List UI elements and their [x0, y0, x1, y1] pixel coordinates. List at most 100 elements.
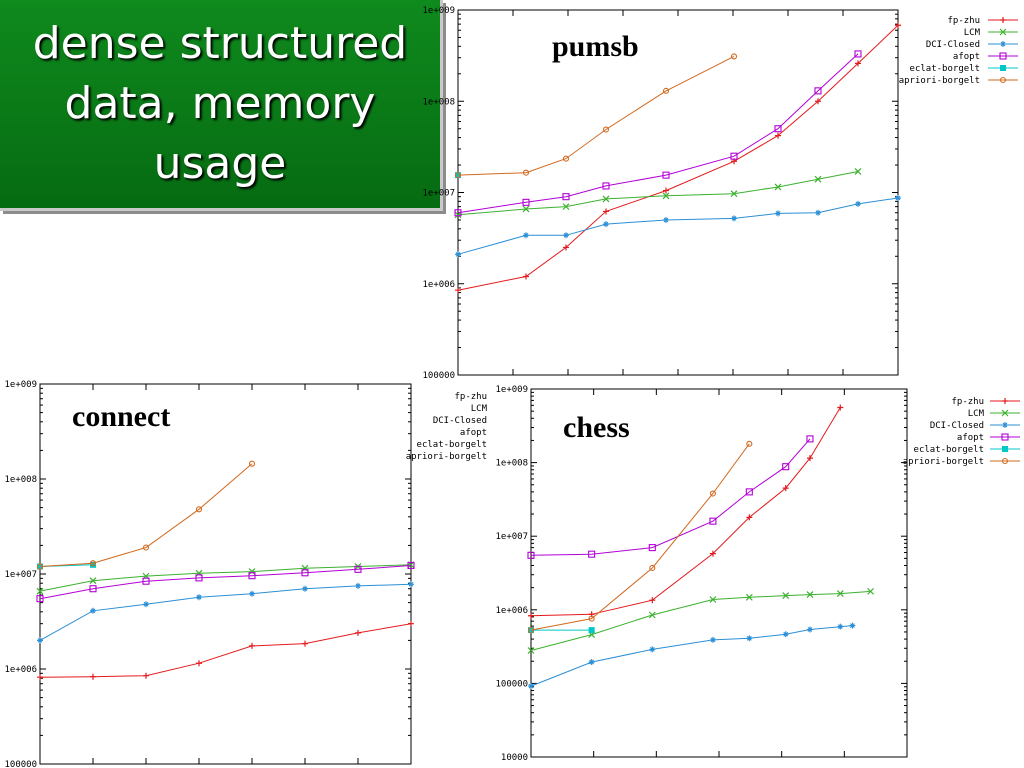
connect-y-tick-label: 1e+007: [4, 570, 37, 580]
connect-legend-label: DCI-Closed: [433, 416, 487, 426]
pumsb-data-point: [455, 287, 461, 294]
connect-series-apriori-borgelt: [36, 460, 256, 570]
connect-y-tick-label: 1e+006: [4, 665, 37, 675]
chess-legend-marker: [1002, 422, 1008, 428]
pumsb-data-point: [522, 205, 530, 213]
connect-data-point: [248, 572, 256, 580]
chess-legend-label: eclat-borgelt: [914, 445, 984, 455]
pumsb-data-point: [895, 22, 901, 29]
pumsb-data-point: [523, 232, 529, 239]
connect-data-point: [142, 577, 150, 585]
connect-data-point: [195, 574, 203, 582]
chess-data-point: [746, 514, 753, 521]
chess-data-point: [709, 596, 717, 603]
pumsb-y-tick-label: 1e+009: [422, 6, 455, 16]
connect-series-line: [39, 463, 253, 567]
pumsb-legend-marker: [999, 52, 1007, 60]
chess-data-point: [836, 590, 844, 598]
pumsb-data-point: [730, 53, 738, 60]
connect-data-point: [37, 674, 43, 681]
chess-series-line: [530, 438, 811, 556]
chess-data-point: [648, 611, 656, 619]
pumsb-data-point: [774, 125, 782, 133]
chess-series-DCI-Closed: [528, 622, 856, 690]
chess-data-point: [782, 485, 789, 492]
chess-data-point: [528, 612, 534, 619]
pumsb-data-point: [603, 208, 609, 215]
connect-y-tick-label: 100000: [4, 760, 37, 768]
pumsb-data-point: [563, 244, 569, 251]
chess-legend-label: fp-zhu: [951, 397, 984, 407]
connect-data-point: [354, 565, 362, 573]
pumsb-data-point: [454, 172, 462, 179]
chess-data-point: [648, 544, 656, 552]
chess-legend-label: LCM: [968, 409, 985, 419]
chess-legend-label: afopt: [957, 433, 984, 443]
pumsb-plot-frame: [457, 9, 899, 376]
chess-data-point: [527, 647, 535, 654]
chess-data-point: [588, 659, 595, 666]
chess-data-point: [782, 592, 790, 600]
connect-data-point: [90, 561, 96, 568]
chess-data-point: [806, 626, 813, 633]
chess-data-point: [709, 550, 716, 557]
connect-data-point: [89, 560, 97, 567]
chess-data-point: [528, 683, 534, 690]
pumsb-data-point: [602, 182, 610, 190]
connect-series-line: [39, 565, 412, 600]
slide-title-box: dense structured data, memory usage: [0, 0, 443, 211]
chart-chess: 1e+009 1e+008 1e+007 1e+006 100000 10000 chess…: [495, 385, 1020, 763]
pumsb-data-point: [662, 171, 670, 179]
pumsb-data-point: [855, 60, 861, 67]
chess-data-point: [745, 593, 753, 601]
pumsb-data-point: [731, 215, 737, 222]
pumsb-y-tick-label: 1e+007: [422, 189, 455, 199]
chess-data-point: [746, 440, 753, 447]
chess-data-point: [782, 631, 789, 638]
connect-data-point: [143, 601, 149, 608]
connect-series-fp-zhu: [37, 620, 414, 681]
pumsb-data-point: [775, 210, 781, 217]
pumsb-data-point: [663, 187, 669, 194]
pumsb-series-line: [457, 24, 899, 291]
connect-series-line: [39, 623, 412, 678]
chess-y-tick-label: 1e+009: [495, 385, 528, 395]
pumsb-y-tick-label: 100000: [422, 371, 455, 378]
connect-y-tick-label: 1e+008: [4, 475, 37, 485]
connect-data-point: [408, 620, 414, 627]
chess-data-point: [588, 615, 595, 622]
pumsb-legend-label: apriori-borgelt: [899, 76, 980, 86]
chess-series-line: [530, 443, 750, 631]
pumsb-series-LCM: [454, 168, 862, 219]
pumsb-data-point: [662, 192, 670, 200]
pumsb-series-apriori-borgelt: [454, 53, 738, 179]
connect-data-point: [355, 629, 361, 636]
pumsb-legend-marker: [1000, 41, 1006, 47]
connect-data-point: [195, 506, 203, 513]
slide-title: dense structured data, memory usage: [32, 18, 408, 189]
chess-data-point: [746, 635, 753, 642]
connect-series-line: [39, 564, 412, 592]
pumsb-title: pumsb: [552, 30, 639, 63]
chess-data-point: [837, 404, 844, 411]
connect-data-point: [90, 673, 96, 680]
chess-y-tick-label: 1e+006: [495, 606, 528, 616]
pumsb-data-point: [602, 126, 610, 133]
connect-data-point: [302, 585, 308, 592]
chess-legend-marker: [1001, 409, 1009, 417]
chess-data-point: [709, 636, 716, 643]
chess-legend-marker: [1001, 457, 1009, 465]
pumsb-y-tick-label: 1e+008: [422, 97, 455, 107]
chess-series-line: [530, 407, 841, 617]
chess-data-point: [782, 463, 790, 471]
pumsb-series-afopt: [454, 50, 862, 217]
chess-series-apriori-borgelt: [527, 440, 753, 634]
pumsb-legend-label: LCM: [964, 28, 981, 38]
chess-series-afopt: [527, 435, 814, 559]
connect-data-point: [248, 460, 256, 467]
pumsb-data-point: [815, 209, 821, 216]
chess-data-point: [709, 490, 716, 497]
connect-legend-label: apriori-borgelt: [406, 452, 487, 462]
pumsb-data-point: [814, 175, 822, 183]
chess-data-point: [527, 627, 535, 634]
